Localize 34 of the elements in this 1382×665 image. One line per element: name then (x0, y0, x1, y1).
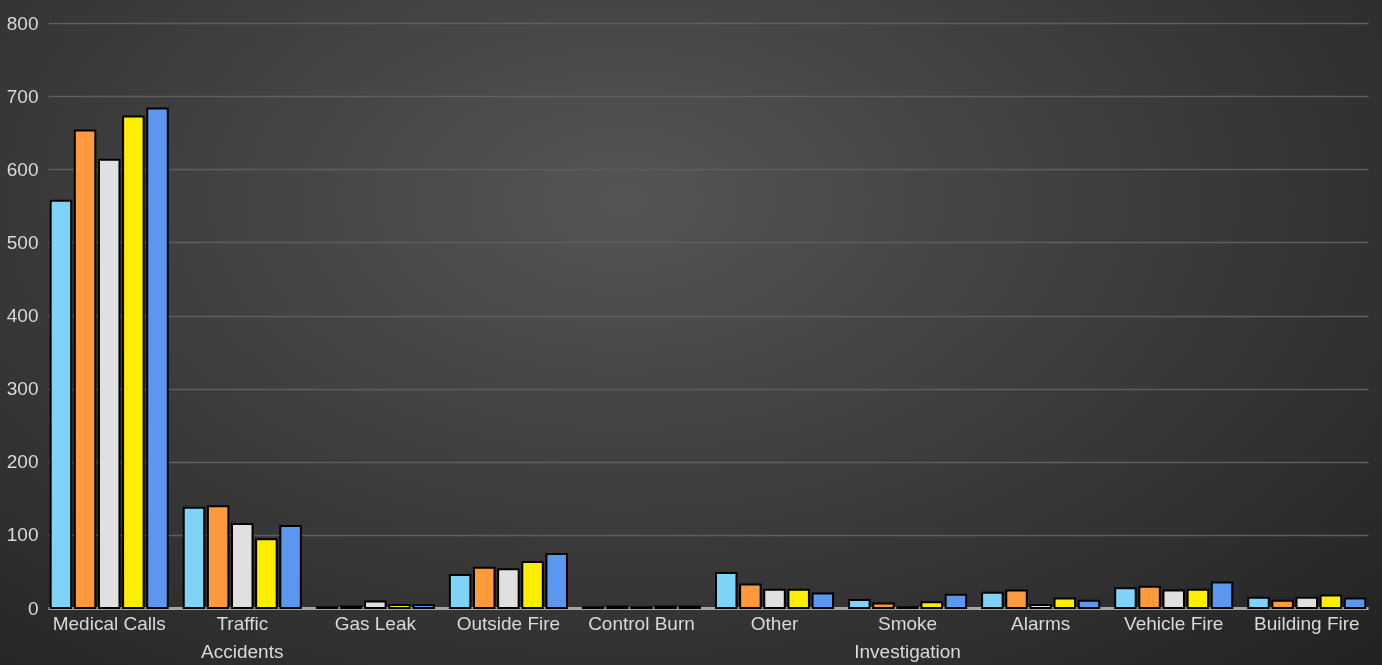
bar (1295, 596, 1319, 609)
x-tick-label: Building Fire (1253, 612, 1360, 634)
y-tick-label: 400 (6, 305, 39, 326)
bar (97, 158, 121, 609)
x-tick-label: Gas Leak (334, 612, 417, 634)
bar (206, 505, 230, 609)
bar (811, 592, 835, 609)
bar (448, 574, 472, 609)
bar (1077, 599, 1101, 609)
x-tick-label: Traffic Accidents (201, 612, 284, 662)
x-tick-label: Medical Calls (52, 612, 166, 634)
x-tick-label: Outside Fire (456, 612, 561, 634)
bar (73, 129, 97, 609)
x-tick-label: Alarms (1011, 612, 1071, 634)
bar (1319, 594, 1343, 609)
x-tick-label: Other (750, 612, 799, 634)
y-tick-label: 300 (6, 378, 39, 400)
x-tick-label: Control Burn (588, 612, 695, 634)
y-tick-label: 700 (6, 85, 39, 107)
y-tick-label: 500 (6, 231, 39, 253)
x-tick-label: Smoke Investigation (854, 612, 961, 662)
bar (1186, 588, 1210, 609)
bar (1053, 597, 1077, 609)
y-tick-label: 800 (6, 12, 39, 34)
bar (1210, 581, 1234, 609)
y-tick-label: 0 (27, 597, 39, 619)
bar (1343, 597, 1367, 609)
y-tick-label: 600 (6, 158, 39, 180)
bar (49, 199, 73, 609)
y-tick-label: 200 (6, 451, 39, 473)
x-tick-label: Vehicle Fire (1124, 612, 1224, 634)
bar (182, 506, 206, 609)
y-tick-label: 100 (6, 524, 39, 546)
bar (944, 593, 968, 609)
